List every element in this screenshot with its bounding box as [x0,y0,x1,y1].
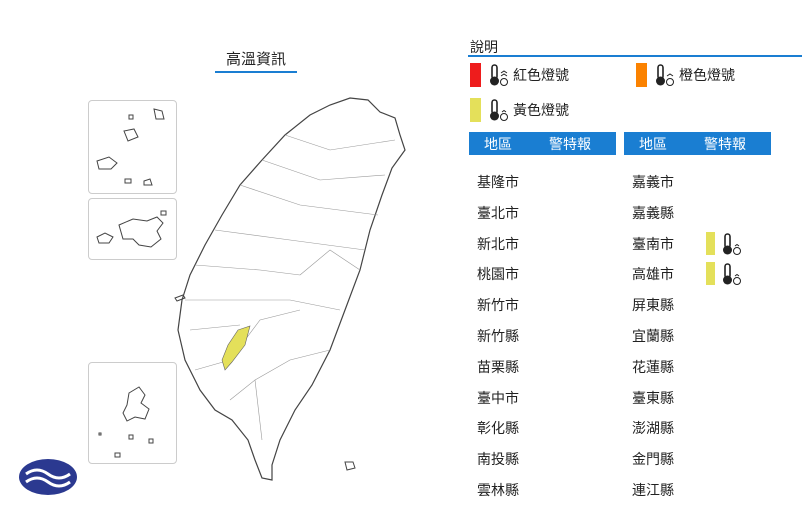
region-name: 基隆市 [477,175,519,191]
table-header-right: 地區 警特報 [624,132,771,155]
region-name: 臺南市 [632,236,674,253]
thermometer-icon [720,232,742,256]
orange-swatch [636,63,647,87]
table-header-left: 地區 警特報 [469,132,616,155]
region-name: 苗栗縣 [477,359,519,376]
warning-swatch-yellow [706,231,715,255]
legend-item-orange: 橙色燈號 [636,63,735,87]
penghu-islands [98,386,154,458]
inset-matsu [88,100,177,194]
small-islands [174,294,356,471]
kinmen-islands [96,210,167,248]
cwa-logo [19,459,77,495]
header-warning: 警特報 [549,136,591,153]
thermometer-icon [656,64,674,86]
thermometer-icon [490,64,508,86]
region-name: 屏東縣 [632,298,674,315]
region-name: 南投縣 [477,452,519,469]
legend-label-orange: 橙色燈號 [679,68,735,84]
region-name: 新北市 [477,236,519,253]
region-name: 桃園市 [477,267,519,284]
thermometer-icon [720,262,742,286]
region-name: 新竹縣 [477,329,519,345]
region-name: 花蓮縣 [632,359,674,376]
red-swatch [470,63,481,87]
taiwan-map [174,97,406,481]
region-name: 嘉義縣 [632,205,674,222]
region-name: 高雄市 [632,267,674,284]
region-name: 嘉義市 [632,175,674,191]
region-name: 臺中市 [477,390,519,407]
legend-item-red: 紅色燈號 [470,63,569,87]
map-title: 高溫資訊 [215,48,297,73]
warning-swatch-yellow [706,262,715,286]
taiwan-outline [177,97,406,481]
region-name: 臺北市 [477,205,519,222]
yellow-swatch [470,98,481,122]
header-warning: 警特報 [704,136,746,153]
region-name: 臺東縣 [632,390,674,407]
highlight-tainan-kaohsiung [221,325,251,371]
legend-item-yellow: 黃色燈號 [470,98,569,122]
thermometer-icon [490,99,508,121]
region-name: 宜蘭縣 [632,329,674,345]
header-region: 地區 [484,136,512,153]
matsu-islands [96,108,165,186]
legend-label-red: 紅色燈號 [513,68,569,84]
legend-label-yellow: 黃色燈號 [513,103,569,119]
region-name: 彰化縣 [477,421,519,438]
region-name: 連江縣 [632,483,674,499]
inset-penghu [88,362,177,464]
legend-title: 說明 [470,40,498,56]
region-name: 雲林縣 [477,483,519,499]
header-region: 地區 [639,136,667,153]
inset-kinmen [88,198,177,260]
region-name: 金門縣 [632,452,674,469]
region-name: 澎湖縣 [632,421,674,438]
legend-divider [468,55,802,57]
region-name: 新竹市 [477,298,519,315]
